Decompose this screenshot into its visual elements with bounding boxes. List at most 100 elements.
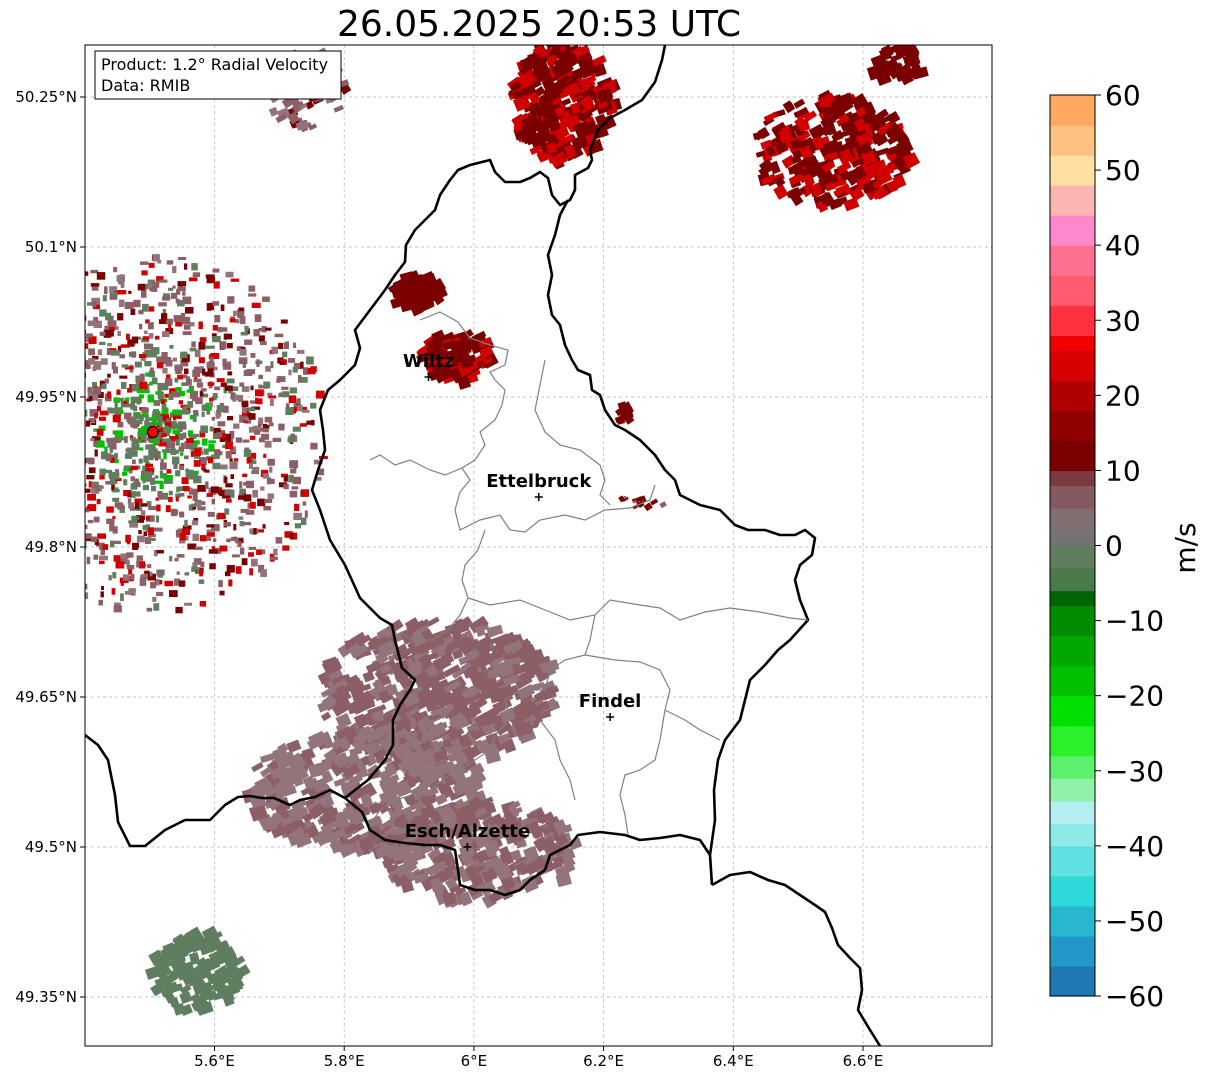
radar-echo-pixel [141, 425, 146, 431]
radar-echo-pixel [168, 393, 174, 400]
radar-echo-pixel [250, 460, 257, 465]
radar-echo-pixel [193, 440, 200, 445]
radar-echo-pixel [206, 303, 212, 311]
radar-echo-pixel [254, 428, 261, 435]
radar-echo-pixel [158, 319, 167, 324]
radar-echo-pixel [528, 91, 541, 105]
radar-echo-pixel [105, 481, 114, 485]
radar-echo-pixel [481, 798, 495, 813]
radar-echo-pixel [151, 414, 160, 421]
radar-echo-pixel [549, 151, 568, 169]
radar-echo-pixel [238, 516, 244, 520]
colorbar-tick-label: 10 [1105, 454, 1141, 487]
radar-echo-pixel [168, 324, 172, 330]
radar-echo-pixel [255, 389, 264, 397]
radar-echo-pixel [335, 712, 352, 729]
radar-echo-pixel [99, 544, 103, 550]
radar-echo-pixel [218, 580, 223, 588]
radar-echo-pixel [148, 527, 154, 535]
radar-echo-pixel [454, 752, 469, 767]
radar-echo-pixel [165, 505, 171, 513]
radar-echo-pixel [148, 456, 154, 461]
radar-echo-pixel [200, 425, 208, 434]
radar-echo-pixel [93, 320, 102, 328]
radar-echo-pixel [128, 566, 133, 575]
radar-echo-pixel [416, 715, 433, 733]
radar-echo-pixel [180, 442, 185, 448]
radar-echo-pixel [178, 400, 183, 405]
radar-echo-pixel [806, 159, 823, 175]
radar-echo-pixel [156, 356, 165, 362]
product-info-box: Product: 1.2° Radial Velocity Data: RMIB [94, 50, 342, 100]
radar-echo-pixel [342, 763, 361, 780]
radar-echo-pixel [875, 115, 891, 126]
radar-echo-pixel [49, 457, 55, 464]
radar-echo-pixel [287, 830, 307, 847]
x-tick-label: 6°E [461, 1052, 488, 1070]
radar-echo-pixel [106, 506, 114, 513]
y-tick-label: 50.25°N [15, 88, 77, 106]
radar-echo-pixel [198, 342, 206, 350]
radar-echo-pixel [201, 411, 205, 417]
radar-echo-pixel [12, 418, 19, 421]
radar-echo-pixel [37, 515, 43, 519]
radar-echo-pixel [42, 326, 49, 333]
radar-echo-pixel [262, 524, 266, 529]
radar-echo-pixel [158, 427, 164, 433]
radar-echo-pixel [118, 439, 122, 443]
radar-echo-pixel [101, 586, 104, 591]
radar-echo-pixel [219, 590, 225, 596]
radar-echo-pixel [5, 394, 9, 402]
radar-echo-pixel [348, 788, 364, 803]
radar-echo-pixel [68, 350, 75, 358]
radar-echo-pixel [68, 425, 75, 432]
radar-echo-pixel [85, 524, 88, 529]
radar-echo-pixel [114, 453, 118, 458]
radar-echo-pixel [92, 387, 102, 395]
radar-echo-pixel [284, 531, 293, 538]
radar-echo-pixel [176, 554, 185, 558]
radar-echo-pixel [417, 697, 432, 710]
radar-echo-pixel [463, 816, 477, 827]
radar-echo-pixel [339, 83, 352, 95]
radar-echo-pixel [297, 349, 305, 354]
radar-echo-pixel [758, 162, 774, 177]
radar-echo-pixel [198, 579, 205, 584]
radar-echo-pixel [162, 449, 167, 453]
radar-echo-pixel [155, 515, 160, 523]
radar-echo-pixel [12, 369, 16, 377]
radar-echo-pixel [500, 851, 514, 867]
radar-echo-pixel [201, 404, 208, 411]
radar-echo-pixel [15, 442, 19, 447]
radar-echo-pixel [365, 816, 383, 829]
radar-echo-pixel [160, 462, 167, 470]
radar-echo-pixel [367, 842, 383, 853]
radar-echo-pixel [119, 354, 125, 359]
radar-echo-pixel [539, 659, 560, 674]
radar-echo-pixel [308, 123, 318, 131]
radar-echo-pixel [446, 689, 465, 705]
radar-echo-pixel [172, 409, 182, 416]
radar-echo-pixel [497, 663, 515, 679]
radar-echo-pixel [85, 421, 86, 428]
radar-echo-pixel [160, 473, 164, 479]
radar-echo-pixel [100, 547, 105, 555]
colorbar-tick-label: −60 [1105, 980, 1164, 1013]
radar-echo-pixel [157, 382, 165, 387]
radar-echo-pixel [251, 558, 258, 567]
radar-echo-pixel [137, 519, 145, 523]
radar-echo-pixel [799, 145, 813, 160]
radar-echo-pixel [214, 548, 222, 554]
radar-echo-pixel [512, 113, 525, 126]
radar-echo-pixel [144, 360, 152, 367]
radar-echo-pixel [562, 133, 575, 144]
radar-echo-pixel [140, 261, 149, 265]
radar-echo-pixel [225, 385, 233, 391]
radar-echo-pixel [267, 392, 273, 397]
radar-echo-pixel [436, 365, 452, 378]
radar-echo-pixel [456, 375, 472, 390]
radar-echo-pixel [101, 451, 107, 460]
radar-echo-pixel [260, 486, 265, 491]
radar-echo-pixel [122, 471, 128, 476]
radar-echo-pixel [320, 711, 332, 722]
